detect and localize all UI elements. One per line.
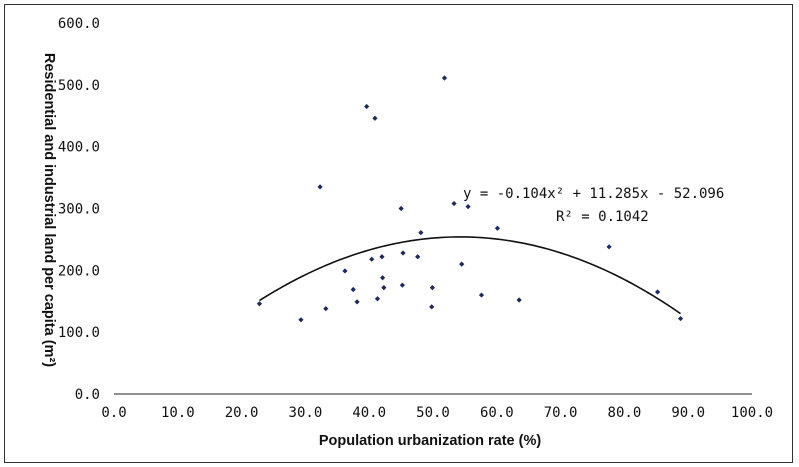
y-tick-label: 600.0: [58, 16, 100, 32]
y-tick-label: 300.0: [58, 202, 100, 218]
data-point: [364, 103, 370, 110]
r-squared-label: R² = 0.1042: [556, 209, 649, 225]
data-point: [441, 75, 448, 81]
data-point: [323, 306, 329, 312]
x-tick-label: 50.0: [416, 405, 450, 421]
y-tick-label: 100.0: [58, 325, 100, 341]
data-point: [516, 297, 522, 303]
data-point: [372, 115, 378, 121]
data-point: [606, 244, 612, 250]
data-point: [415, 254, 421, 260]
y-tick-label: 200.0: [58, 263, 100, 279]
x-tick-label: 10.0: [161, 405, 195, 421]
x-tick-label: 20.0: [225, 405, 259, 421]
x-tick-label: 30.0: [289, 405, 323, 421]
data-point: [398, 205, 404, 212]
data-point: [369, 256, 375, 262]
data-point: [429, 285, 435, 291]
y-tick-label: 400.0: [58, 140, 100, 156]
x-tick-label: 0.0: [101, 405, 126, 421]
data-point: [399, 282, 405, 288]
data-point: [298, 317, 304, 323]
data-point: [256, 301, 263, 307]
y-axis-ticks: 0.0 100.0 200.0 300.0 400.0 500.0 600.0: [58, 16, 100, 403]
x-tick-label: 40.0: [352, 405, 386, 421]
data-point: [478, 292, 485, 298]
data-point: [494, 225, 501, 231]
x-tick-label: 60.0: [480, 405, 514, 421]
y-tick-label: 500.0: [58, 78, 100, 94]
data-point: [429, 304, 435, 310]
data-point: [418, 230, 424, 236]
data-point: [677, 315, 684, 322]
data-point: [317, 184, 323, 190]
data-point: [400, 250, 406, 256]
data-point: [342, 268, 348, 274]
y-tick-label: 0.0: [75, 387, 100, 403]
x-tick-label: 80.0: [608, 405, 642, 421]
trendline-equation: y = -0.104x² + 11.285x - 52.096: [463, 186, 724, 202]
data-point: [654, 289, 661, 295]
x-tick-label: 70.0: [544, 405, 578, 421]
trendline-curve: [259, 236, 681, 315]
data-point: [354, 299, 360, 305]
scatter-points: [256, 75, 684, 323]
data-point: [379, 275, 386, 281]
x-axis-ticks: 0.0 10.0 20.0 30.0 40.0 50.0 60.0 70.0 80.0 90.0 1…: [101, 405, 773, 421]
data-point: [381, 285, 387, 291]
data-point: [459, 261, 465, 267]
data-point: [350, 286, 356, 293]
x-tick-label: 90.0: [671, 405, 705, 421]
data-point: [379, 254, 385, 260]
x-axis-title: Population urbanization rate (%): [319, 433, 542, 449]
data-point: [451, 200, 457, 207]
data-point: [465, 204, 471, 210]
y-axis-title: Residential and industrial land per capi…: [41, 53, 57, 367]
x-tick-label: 100.0: [731, 405, 773, 421]
data-point: [374, 296, 381, 302]
chart-frame: [4, 4, 793, 463]
